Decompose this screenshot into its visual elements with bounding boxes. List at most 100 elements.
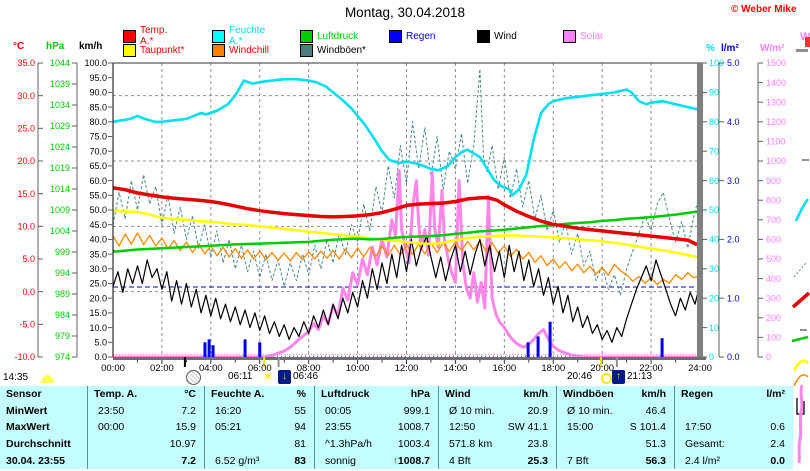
table-cell: Windböen km/h xyxy=(557,386,675,403)
table-cell: 81 xyxy=(205,435,315,453)
table-cell-value: 56.3 xyxy=(645,454,666,467)
svg-text:1009: 1009 xyxy=(50,205,70,215)
svg-text:16:00: 16:00 xyxy=(492,363,516,374)
svg-text:06:00: 06:00 xyxy=(248,363,272,374)
svg-text:800: 800 xyxy=(766,195,781,205)
svg-text:900: 900 xyxy=(766,176,781,186)
legend-item: Windchill xyxy=(212,43,269,57)
table-cell-value: 10.97 xyxy=(169,438,196,451)
table-row-label: Durchschnitt xyxy=(0,435,88,453)
legend-item: Windböen* xyxy=(300,43,366,57)
svg-text:1400: 1400 xyxy=(766,78,786,88)
svg-text:1029: 1029 xyxy=(50,121,70,131)
table-cell-time: 2.4 l/m² xyxy=(685,454,721,467)
legend-swatch-icon xyxy=(389,29,402,43)
svg-text:1034: 1034 xyxy=(50,100,70,110)
table-cell-value: l/m² xyxy=(766,388,785,401)
svg-text:80.0: 80.0 xyxy=(89,117,107,127)
svg-text:0.0: 0.0 xyxy=(94,352,107,362)
table-cell: 6.52 g/m³ 83 xyxy=(205,452,315,469)
table-cell-value: 0.6 xyxy=(770,421,785,434)
table-cell-value: km/h xyxy=(523,388,548,401)
legend-item: Regen xyxy=(389,29,436,43)
moonset-time: 06:46 xyxy=(293,371,319,382)
svg-text:65.0: 65.0 xyxy=(89,161,107,171)
svg-text:100: 100 xyxy=(766,333,781,343)
table-cell-value: 7.2 xyxy=(181,454,196,467)
sunset-time: 20:46 xyxy=(567,371,593,382)
sunrise-time: 06:11 xyxy=(228,371,253,382)
table-cell-time: ^1.3hPa/h xyxy=(325,438,372,451)
table-cell-value: 51.3 xyxy=(645,438,666,451)
table-cell: 05:21 94 xyxy=(205,419,315,436)
svg-text:1024: 1024 xyxy=(50,142,70,152)
svg-text:85.0: 85.0 xyxy=(89,102,107,112)
svg-text:400: 400 xyxy=(766,274,781,284)
legend-swatch-icon xyxy=(123,43,136,57)
table-cell-value: 83 xyxy=(294,454,306,467)
axis-header-pressure: hPa xyxy=(46,41,65,52)
table-row-label: MinWert xyxy=(0,402,88,420)
svg-text:22:00: 22:00 xyxy=(639,363,663,374)
table-cell-time: Windböen xyxy=(563,388,614,401)
svg-text:12:00: 12:00 xyxy=(395,363,419,374)
svg-text:60.0: 60.0 xyxy=(89,176,107,186)
legend-item: Taupunkt* xyxy=(123,43,184,57)
moonrise-time: 21:13 xyxy=(627,371,653,382)
svg-text:35.0: 35.0 xyxy=(17,58,35,68)
table-cell-time: Wind xyxy=(445,388,471,401)
table-cell: Temp. A. °C xyxy=(88,386,205,403)
svg-text:90.0: 90.0 xyxy=(89,88,107,98)
svg-text:999: 999 xyxy=(55,247,70,257)
table-cell-value: 7.2 xyxy=(181,404,196,417)
table-cell-time: 6.52 g/m³ xyxy=(215,454,260,467)
svg-text:0.0: 0.0 xyxy=(727,352,740,362)
svg-text:10.0: 10.0 xyxy=(89,323,107,333)
svg-text:600: 600 xyxy=(766,235,781,245)
table-cell: 17:50 0.6 xyxy=(675,419,793,436)
svg-text:50.0: 50.0 xyxy=(89,205,107,215)
table-cell-value: 23.8 xyxy=(527,438,548,451)
table-row-label: 30.04. 23:55 xyxy=(0,452,88,469)
svg-text:500: 500 xyxy=(766,254,781,264)
svg-text:45.0: 45.0 xyxy=(89,220,107,230)
svg-text:5.0: 5.0 xyxy=(22,254,35,264)
moon-transit-time: 14:35 xyxy=(3,372,29,383)
table-cell-value: °C xyxy=(184,388,196,401)
legend-label: Solar xyxy=(580,30,604,42)
svg-text:40.0: 40.0 xyxy=(89,235,107,245)
svg-text:80: 80 xyxy=(709,117,719,127)
svg-text:18:00: 18:00 xyxy=(541,363,565,374)
svg-text:60: 60 xyxy=(709,176,719,186)
legend-swatch-icon xyxy=(300,43,313,57)
svg-text:25.0: 25.0 xyxy=(89,279,107,289)
svg-text:95.0: 95.0 xyxy=(89,73,107,83)
table-cell: 571.8 km 23.8 xyxy=(439,435,557,453)
trend-up-icon: ↑ xyxy=(392,454,398,467)
table-cell-time: 571.8 km xyxy=(449,438,493,451)
table-cell: 51.3 xyxy=(557,435,675,453)
svg-text:10: 10 xyxy=(709,323,719,333)
legend-item: Luftdruck xyxy=(300,29,358,43)
table-cell: 4 Bft 25.3 xyxy=(439,452,557,469)
table-cell: 23:50 7.2 xyxy=(88,402,205,420)
svg-text:1039: 1039 xyxy=(50,79,70,89)
legend-label: Windböen* xyxy=(317,44,366,56)
svg-text:974: 974 xyxy=(55,352,70,362)
table-cell: 2.4 l/m² 0.0 xyxy=(675,452,793,469)
table-row: MaxWert 00:00 15.9 05:21 94 23:55 1008.7 12:50 S… xyxy=(0,419,793,436)
moon-phase-icon xyxy=(41,375,54,383)
legend-label: Regen xyxy=(406,30,436,42)
table-cell: ^1.3hPa/h 1003.4 xyxy=(315,435,439,453)
table-cell-time: 7 Bft xyxy=(567,454,589,467)
legend-label: Wind xyxy=(494,30,517,42)
table-cell-value: S 101.4 xyxy=(629,421,666,434)
svg-text:1000: 1000 xyxy=(766,156,786,166)
svg-text:30: 30 xyxy=(709,264,719,274)
table-row-label: MaxWert xyxy=(0,419,88,436)
table-cell: 12:50 SW 41.1 xyxy=(439,419,557,436)
svg-text:100.0: 100.0 xyxy=(84,58,107,68)
svg-text:1019: 1019 xyxy=(50,163,70,173)
svg-text:984: 984 xyxy=(55,310,70,320)
table-cell-value: km/h xyxy=(641,388,666,401)
